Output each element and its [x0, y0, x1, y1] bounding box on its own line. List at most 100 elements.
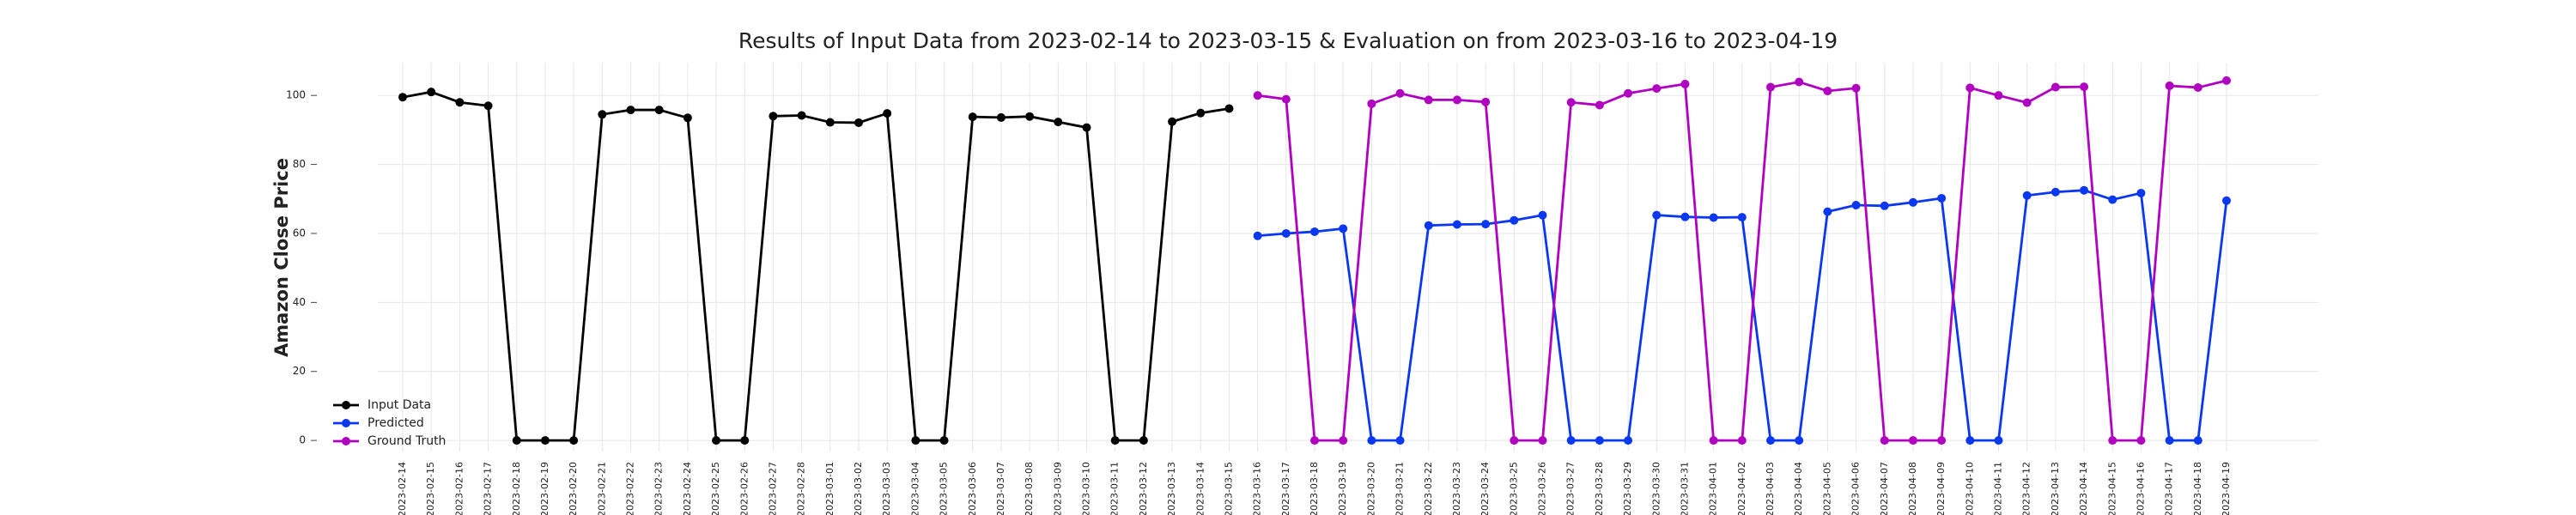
data-point: [1281, 94, 1291, 104]
x-tick-label: 2023-02-28: [796, 462, 807, 515]
data-point: [854, 118, 863, 127]
data-point: [1795, 77, 1804, 87]
x-tick-label: 2023-02-14: [397, 462, 408, 515]
data-point: [712, 436, 721, 445]
x-tick-label: 2023-04-08: [1907, 462, 1918, 515]
data-point: [1310, 436, 1319, 445]
data-point: [483, 101, 493, 111]
legend-marker: [342, 437, 350, 445]
data-point: [1281, 228, 1291, 238]
x-tick-label: 2023-03-08: [1024, 462, 1035, 515]
x-tick-label: 2023-04-04: [1793, 462, 1804, 515]
x-tick-label: 2023-04-17: [2164, 462, 2175, 515]
data-point: [2022, 98, 2032, 107]
data-point: [2136, 188, 2146, 197]
data-point: [1908, 197, 1917, 207]
data-point: [1680, 79, 1690, 88]
x-tick-label: 2023-02-19: [539, 462, 550, 515]
x-tick-label: 2023-03-23: [1451, 462, 1462, 515]
x-tick-label: 2023-02-25: [710, 462, 721, 515]
x-tick-label: 2023-03-25: [1508, 462, 1519, 515]
x-tick-label: 2023-03-31: [1679, 462, 1690, 515]
data-point: [1652, 210, 1662, 220]
data-point: [2108, 436, 2117, 445]
data-point: [1424, 221, 1433, 230]
x-tick-label: 2023-04-03: [1765, 462, 1776, 515]
legend: Input Data Predicted Ground Truth: [333, 398, 446, 448]
data-point: [1310, 227, 1319, 236]
x-tick-label: 2023-04-07: [1879, 462, 1890, 515]
data-point: [1481, 220, 1491, 229]
data-point: [1452, 220, 1461, 229]
data-point: [797, 111, 806, 120]
y-axis-label: Amazon Close Price: [271, 158, 292, 357]
x-tick-label: 2023-03-26: [1537, 462, 1548, 515]
data-point: [540, 436, 550, 445]
data-point: [939, 436, 949, 445]
x-tick-label: 2023-03-27: [1565, 462, 1577, 515]
data-point: [2050, 187, 2060, 197]
data-point: [512, 436, 521, 445]
x-tick-label: 2023-03-10: [1081, 462, 1092, 515]
x-tick-label: 2023-03-12: [1138, 462, 1149, 515]
x-tick-label: 2023-02-17: [483, 462, 494, 515]
data-point: [1737, 213, 1747, 222]
data-point: [1851, 201, 1861, 210]
data-point: [769, 112, 778, 121]
data-point: [1851, 83, 1861, 93]
data-point: [2050, 82, 2060, 92]
data-point: [1680, 212, 1690, 221]
data-point: [1965, 83, 1975, 93]
data-point: [1595, 100, 1604, 110]
data-point: [1538, 436, 1547, 445]
x-tick-label: 2023-03-07: [995, 462, 1006, 515]
data-point: [1054, 118, 1063, 127]
data-point: [2193, 436, 2202, 445]
grid: 0 20 40 60 80 100 2023-02-14 2023-02-15 2023-02-…: [286, 63, 2318, 515]
x-tick-label: 2023-02-27: [767, 462, 778, 515]
data-point: [1624, 436, 1633, 445]
data-point: [1937, 193, 1947, 203]
data-point: [1510, 436, 1519, 445]
x-tick-label: 2023-03-17: [1280, 462, 1291, 515]
data-point: [1395, 436, 1405, 445]
legend-label: Input Data: [368, 398, 431, 412]
data-point: [1908, 436, 1917, 445]
x-tick-label: 2023-03-02: [853, 462, 864, 515]
data-point: [1965, 436, 1975, 445]
x-tick-label: 2023-04-11: [1993, 462, 2004, 515]
data-point: [683, 113, 692, 123]
y-tick-label: 40: [293, 296, 306, 308]
data-point: [1367, 436, 1376, 445]
data-point: [1766, 82, 1775, 92]
series-line: [402, 90, 1230, 442]
data-point: [2222, 196, 2231, 205]
x-tick-label: 2023-02-16: [453, 462, 465, 515]
data-point: [1452, 95, 1461, 105]
data-point: [1367, 99, 1376, 108]
x-tick-label: 2023-03-11: [1109, 462, 1121, 515]
x-tick-label: 2023-03-13: [1166, 462, 1177, 515]
data-point: [1253, 91, 1262, 100]
data-point: [2108, 195, 2117, 204]
x-tick-label: 2023-04-09: [1935, 462, 1947, 515]
data-point: [2080, 82, 2089, 92]
x-tick-label: 2023-03-01: [824, 462, 835, 515]
x-tick-label: 2023-03-22: [1423, 462, 1434, 515]
x-tick-label: 2023-04-02: [1736, 462, 1747, 515]
x-tick-label: 2023-02-20: [568, 462, 579, 515]
data-point: [626, 106, 635, 115]
x-tick-label: 2023-03-06: [967, 462, 978, 515]
x-tick-label: 2023-03-30: [1650, 462, 1662, 515]
x-tick-label: 2023-04-18: [2192, 462, 2203, 515]
x-tick-label: 2023-03-14: [1194, 462, 1206, 515]
data-point: [1766, 436, 1775, 445]
data-point: [1168, 117, 1177, 126]
data-point: [1339, 436, 1348, 445]
data-point: [1139, 436, 1148, 445]
x-tick-label: 2023-03-16: [1252, 462, 1263, 515]
x-tick-label: 2023-02-26: [738, 462, 750, 515]
x-tick-label: 2023-02-21: [596, 462, 607, 515]
x-tick-label: 2023-02-24: [682, 462, 693, 515]
x-tick-label: 2023-04-14: [2078, 462, 2089, 515]
